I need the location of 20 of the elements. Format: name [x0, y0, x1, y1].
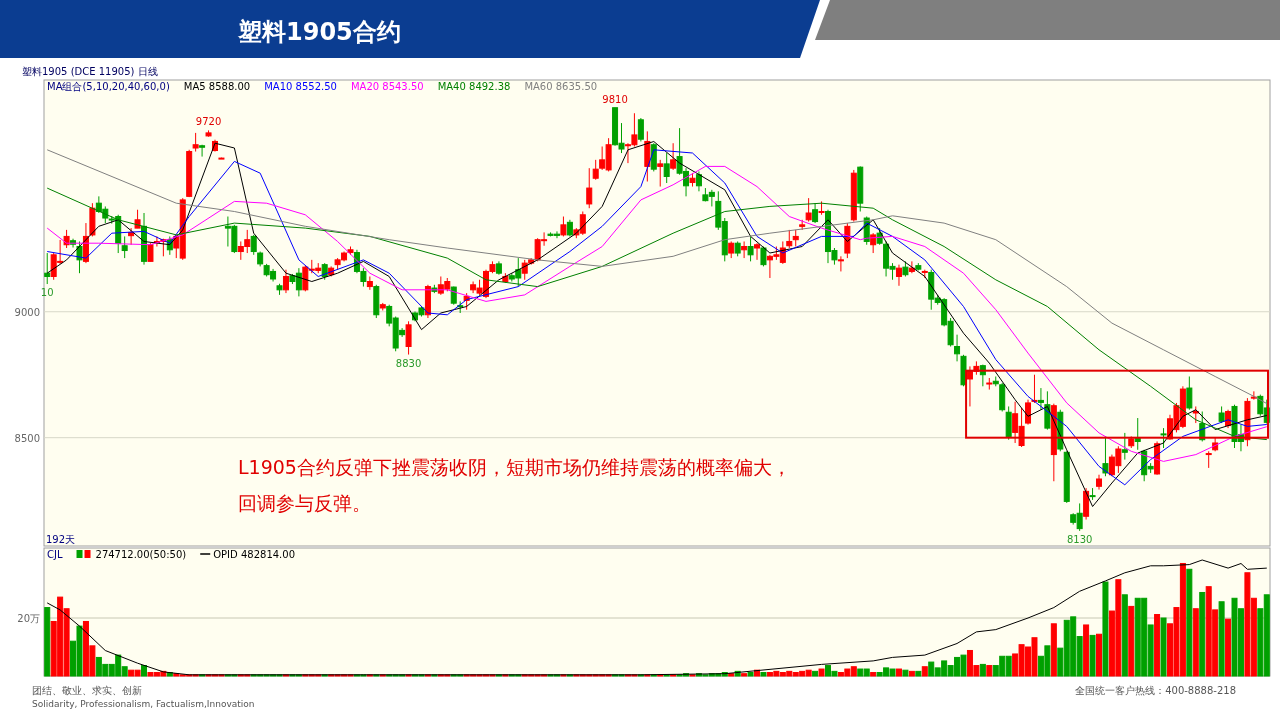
text: 团结、敬业、求实、创新	[32, 685, 142, 696]
ref-line-label: 20万	[17, 613, 40, 624]
annotation: 回调参与反弹。	[238, 492, 371, 514]
annotation: 192天	[46, 534, 76, 545]
annotation: 10	[40, 287, 54, 299]
legend-title: CJL	[47, 549, 63, 560]
y-tick-label: 9000	[14, 306, 40, 318]
chart-title: 塑料1905合约	[237, 18, 401, 46]
annotation: 9720	[195, 116, 222, 128]
text: 全国统一客户热线：400-8888-218	[1075, 685, 1236, 696]
text: Solidarity, Professionalism, Factualism,Innovation	[32, 699, 255, 709]
annotation: 9810	[602, 93, 628, 105]
annotation: 8830	[395, 357, 422, 369]
annotation: L1905合约反弹下挫震荡收阴，短期市场仍维持震荡的概率偏大，	[238, 456, 791, 478]
annotation: 8130	[1066, 533, 1093, 545]
legend-label: 274712.00(50:50)	[95, 549, 187, 560]
legend-label: OPID 482814.00	[213, 549, 296, 560]
legend: MA组合(5,10,20,40,60,0) MA5 8588.00 MA10 8552.50 MA20 8543.50 MA40 8492.38 MA60 8635.50	[47, 81, 598, 92]
y-tick-label: 8500	[14, 432, 40, 444]
chart-subtitle: 塑料1905 (DCE 11905) 日线	[22, 66, 158, 77]
